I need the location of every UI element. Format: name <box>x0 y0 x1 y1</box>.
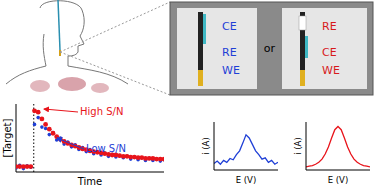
svg-text:High S/N: High S/N <box>80 106 123 117</box>
svg-text:Low S/N: Low S/N <box>86 143 126 154</box>
svg-text:RE: RE <box>222 46 237 59</box>
svg-text:i (A): i (A) <box>201 137 211 155</box>
svg-text:WE: WE <box>222 64 240 77</box>
svg-text:CE: CE <box>322 46 337 59</box>
svg-text:or: or <box>264 42 276 55</box>
svg-text:E (V): E (V) <box>328 175 349 185</box>
svg-text:WE: WE <box>322 64 340 77</box>
svg-text:CE: CE <box>222 20 237 33</box>
svg-text:[Target]: [Target] <box>8 119 13 158</box>
svg-text:E (V): E (V) <box>236 175 257 185</box>
svg-text:RE: RE <box>322 20 337 33</box>
svg-text:i (A): i (A) <box>293 137 303 155</box>
svg-text:Time: Time <box>77 176 102 187</box>
